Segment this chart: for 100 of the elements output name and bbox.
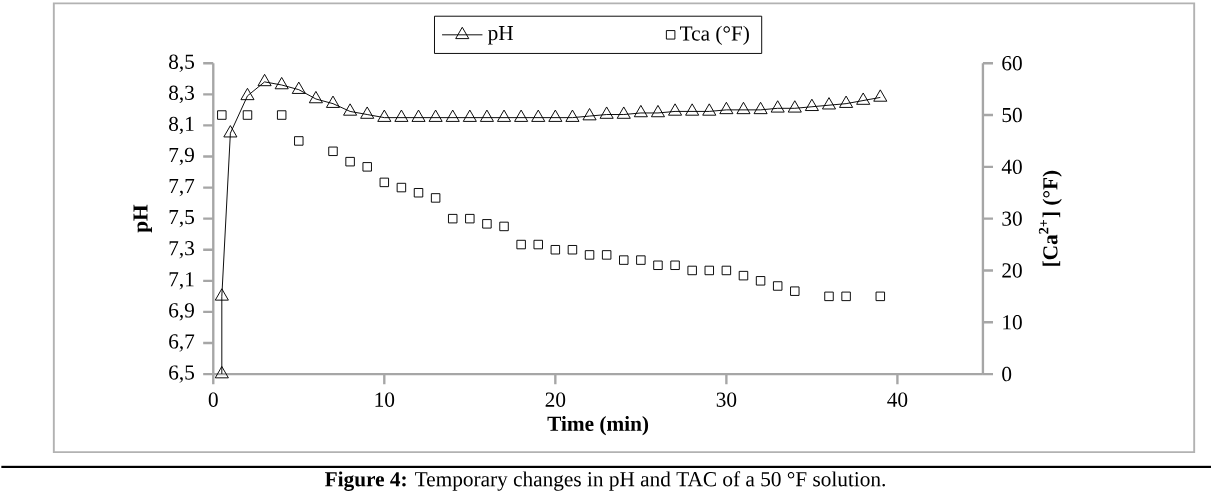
y2-tick-label: 40	[1001, 159, 1022, 174]
point	[308, 90, 323, 104]
point	[240, 87, 255, 101]
point	[396, 182, 407, 193]
point	[856, 92, 871, 105]
y2-tick-label: 20	[1002, 263, 1022, 278]
point	[719, 101, 734, 115]
point	[653, 260, 663, 270]
point	[445, 109, 460, 122]
point	[824, 291, 834, 302]
point	[257, 73, 272, 87]
point	[514, 109, 529, 122]
y-tick-label: 7,3	[169, 240, 195, 259]
point	[821, 97, 837, 110]
point	[839, 95, 854, 108]
y-tick-label: 7,9	[169, 147, 194, 166]
point	[650, 104, 665, 118]
point	[479, 109, 494, 122]
point	[497, 109, 512, 122]
point	[482, 219, 492, 229]
point	[770, 100, 785, 113]
point	[214, 288, 229, 301]
y2-tick-label: 10	[1003, 315, 1022, 330]
point	[360, 106, 375, 119]
y2-tick-label: 50	[1002, 107, 1022, 123]
point	[755, 276, 766, 286]
point	[687, 265, 697, 276]
y-tick-label: 6,5	[169, 365, 195, 383]
point	[736, 101, 751, 115]
point	[394, 109, 409, 122]
point	[345, 156, 355, 167]
x-axis-title: Time (min)	[547, 415, 649, 436]
point	[599, 106, 614, 119]
point	[447, 213, 458, 224]
y-tick-label: 6,7	[169, 334, 195, 352]
point	[633, 104, 648, 118]
point	[428, 109, 443, 122]
y2-tick-label: 60	[1002, 55, 1022, 71]
point	[276, 110, 287, 120]
y2-tick-label: 30	[1002, 211, 1022, 226]
point	[772, 281, 783, 291]
point	[704, 265, 715, 276]
point	[291, 81, 306, 94]
point	[685, 103, 700, 116]
point	[531, 109, 546, 122]
y-tick-label: 8,5	[169, 54, 195, 72]
legend-label: Tca (°F)	[680, 25, 749, 45]
point	[670, 260, 680, 270]
point	[294, 136, 304, 146]
y-tick-label: 8,1	[169, 116, 194, 135]
y-tick-label: 7,1	[169, 272, 194, 290]
point	[516, 239, 526, 250]
point	[328, 146, 338, 156]
point	[721, 265, 732, 276]
point	[619, 255, 629, 265]
point	[411, 109, 426, 122]
point	[567, 244, 578, 255]
y-tick-label: 7,5	[169, 209, 195, 228]
point	[223, 125, 238, 138]
x-tick-label: 40	[887, 392, 908, 407]
point	[584, 250, 595, 260]
text: Figure 4: Temporary changes in pH and TAC of a 50 °F solution.	[325, 471, 885, 491]
point	[465, 213, 475, 224]
point	[668, 103, 683, 116]
point	[217, 110, 227, 120]
point	[582, 107, 597, 121]
point	[430, 193, 441, 203]
point	[753, 101, 768, 115]
point	[343, 103, 358, 116]
y-tick-label: 8,3	[169, 85, 195, 103]
point	[875, 291, 886, 302]
point	[499, 221, 509, 232]
point	[787, 100, 802, 113]
x-tick-label: 10	[375, 392, 395, 407]
point	[548, 109, 563, 122]
point	[462, 109, 477, 122]
point	[362, 162, 372, 172]
y-axis-title: pH	[133, 204, 152, 233]
y2-tick-label: 0	[1002, 366, 1012, 382]
point	[377, 109, 392, 122]
point	[738, 270, 749, 281]
y-tick-label: 7,7	[169, 178, 195, 197]
legend-label: pH	[487, 26, 514, 45]
point	[413, 187, 424, 198]
point	[550, 244, 561, 255]
x-tick-label: 30	[716, 392, 737, 407]
point	[533, 239, 543, 250]
point	[379, 177, 390, 188]
point	[274, 76, 289, 90]
point	[804, 98, 819, 111]
y2-axis-title: [Ca$^{2+}$] (°F)	[1038, 170, 1062, 266]
point	[790, 286, 800, 296]
point	[601, 250, 612, 260]
point	[616, 106, 631, 119]
point	[702, 103, 717, 116]
point	[214, 365, 229, 379]
point	[242, 110, 253, 120]
x-tick-label: 20	[545, 392, 566, 407]
point	[873, 89, 888, 102]
point	[325, 95, 341, 108]
